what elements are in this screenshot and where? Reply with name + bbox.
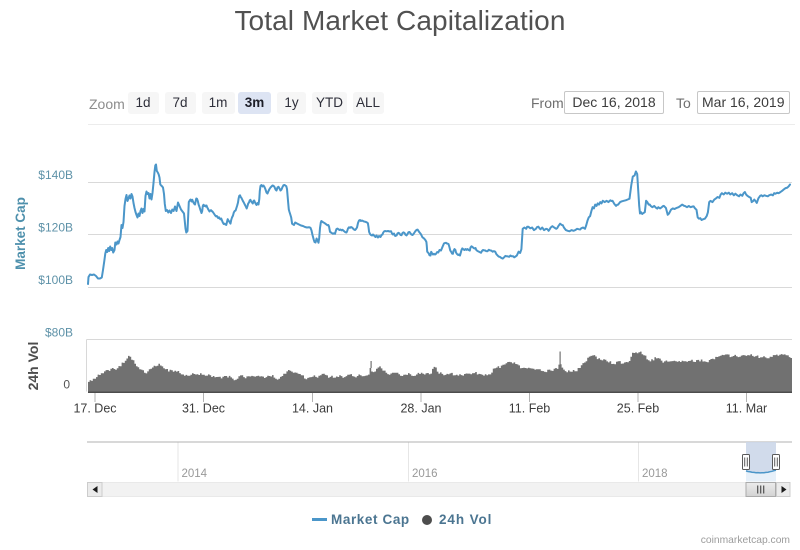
svg-text:2018: 2018 <box>642 468 668 480</box>
svg-text:0: 0 <box>63 378 70 392</box>
svg-text:17. Dec: 17. Dec <box>73 402 116 416</box>
svg-text:$140B: $140B <box>38 168 73 182</box>
svg-text:2014: 2014 <box>182 468 208 480</box>
svg-text:24h Vol: 24h Vol <box>25 342 41 391</box>
svg-text:14. Jan: 14. Jan <box>292 402 333 416</box>
svg-text:25. Feb: 25. Feb <box>617 402 659 416</box>
svg-text:11. Feb: 11. Feb <box>509 402 551 416</box>
svg-text:2016: 2016 <box>412 468 438 480</box>
svg-text:11. Mar: 11. Mar <box>726 402 767 416</box>
svg-text:Market Cap: Market Cap <box>13 197 28 270</box>
svg-text:31. Dec: 31. Dec <box>182 402 225 416</box>
svg-text:28. Jan: 28. Jan <box>400 402 441 416</box>
svg-text:$100B: $100B <box>38 273 73 287</box>
svg-text:$80B: $80B <box>45 326 73 340</box>
svg-text:$120B: $120B <box>38 221 73 235</box>
